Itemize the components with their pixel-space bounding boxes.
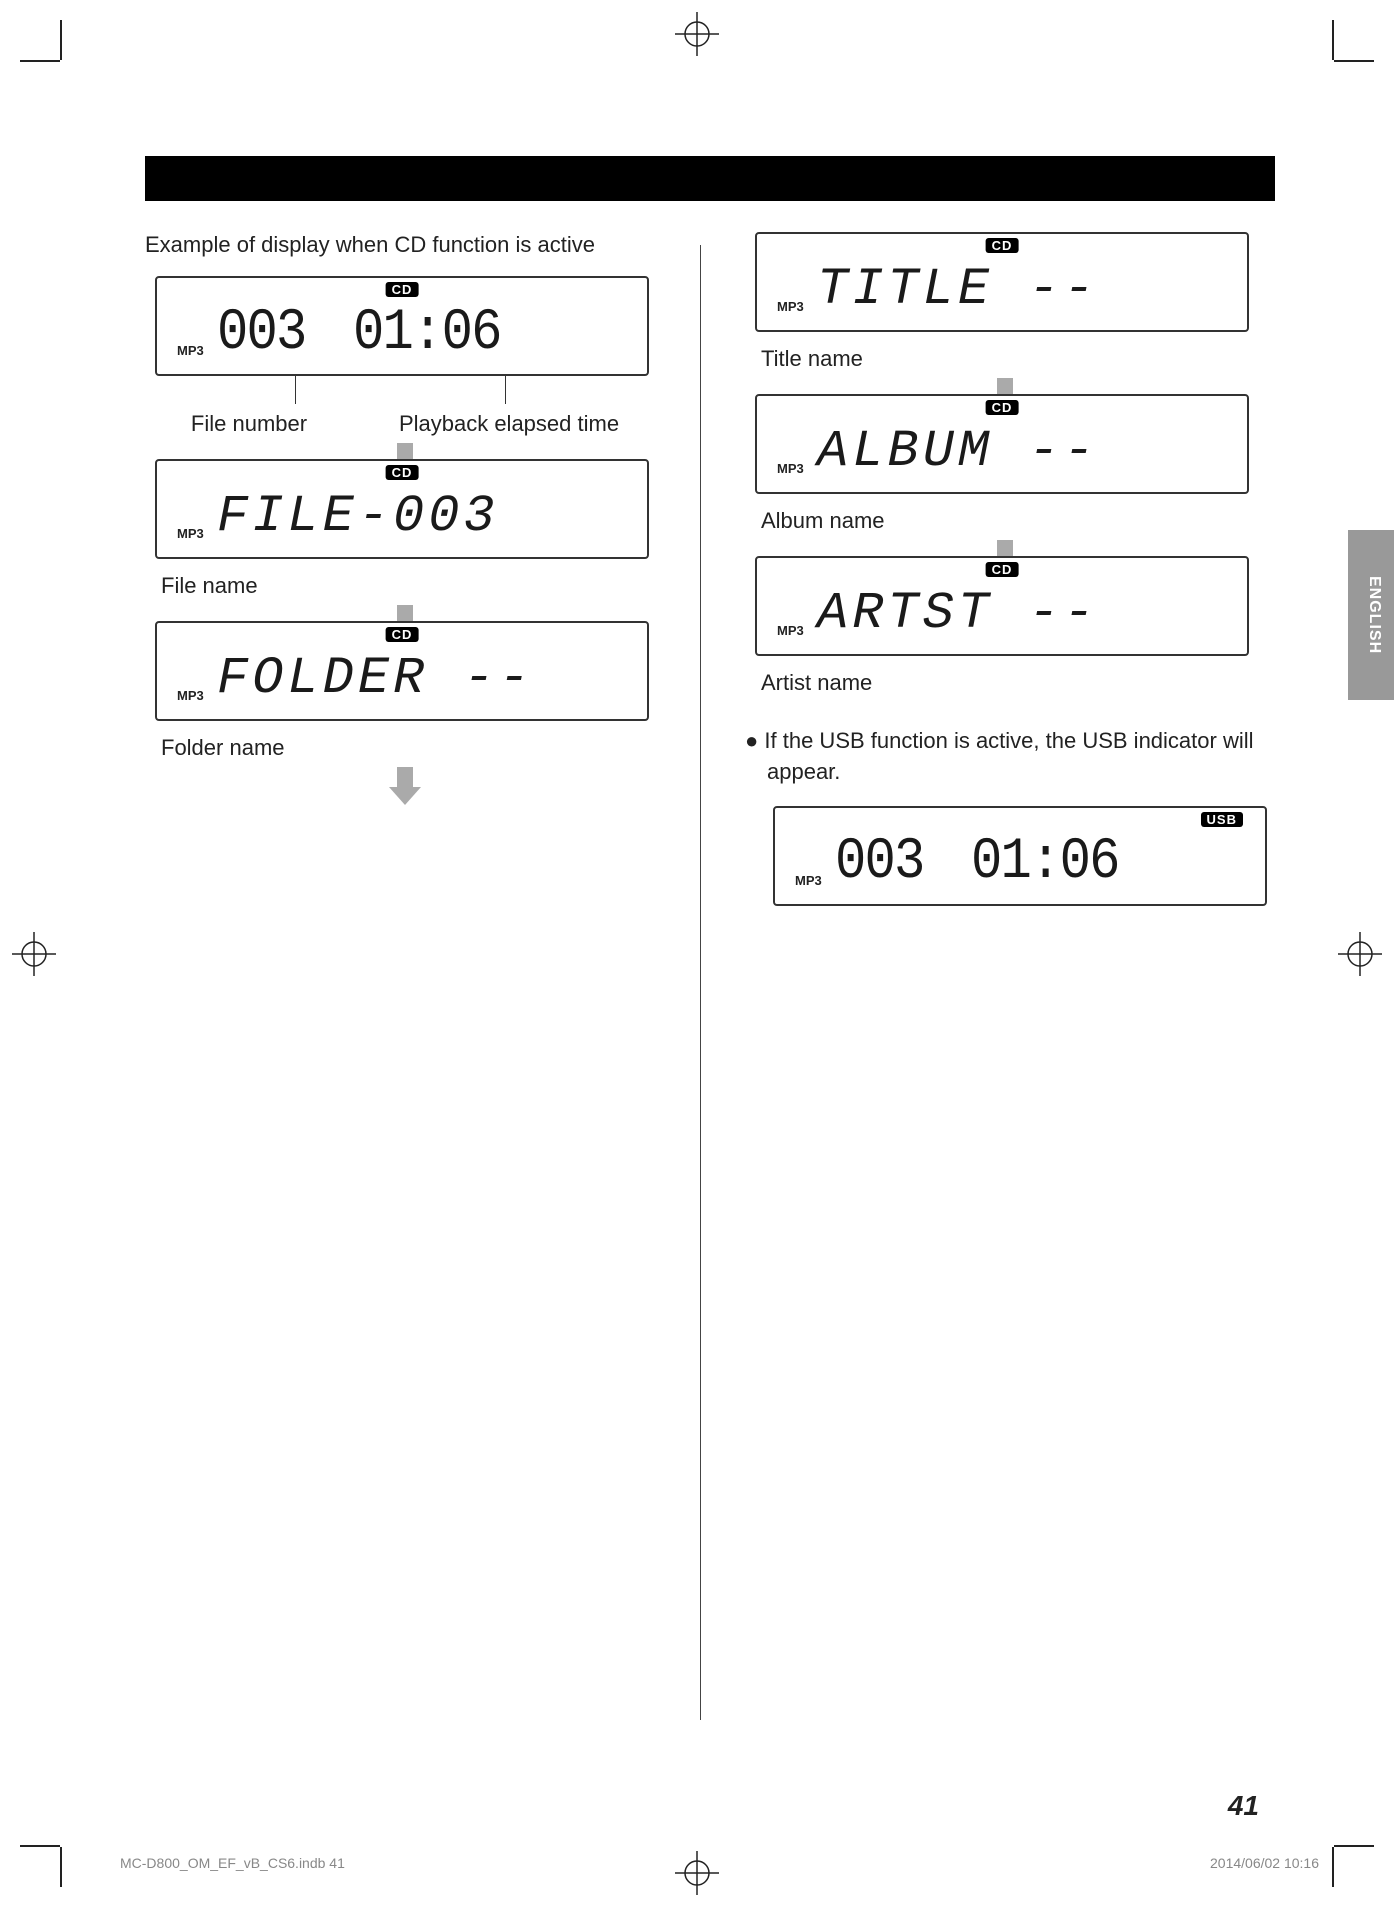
mp3-indicator: MP3 (177, 343, 204, 358)
right-column: CD MP3 TITLE -- Title name CD MP3 ALBUM … (705, 232, 1265, 906)
elapsed-time-value: 01:06 (353, 301, 501, 366)
pointer-line (295, 374, 296, 404)
lcd-artist: CD MP3 ARTST -- (755, 556, 1249, 656)
mp3-indicator: MP3 (177, 526, 204, 541)
cd-indicator: CD (986, 400, 1019, 415)
lcd-file: CD MP3 FILE-003 (155, 459, 649, 559)
registration-mark (1338, 932, 1382, 976)
manual-page: ENGLISH Example of display when CD funct… (0, 0, 1394, 1907)
lcd-title: CD MP3 TITLE -- (755, 232, 1249, 332)
usb-note: ● If the USB function is active, the USB… (745, 726, 1265, 788)
mp3-indicator: MP3 (777, 623, 804, 638)
footer-timestamp: 2014/06/02 10:16 (1210, 1855, 1319, 1871)
content-columns: Example of display when CD function is a… (145, 232, 1275, 906)
usb-elapsed-time: 01:06 (971, 830, 1119, 895)
crop-mark (1326, 1839, 1374, 1887)
file-display: FILE-003 (217, 487, 499, 546)
mp3-indicator: MP3 (177, 688, 204, 703)
mp3-indicator: MP3 (777, 461, 804, 476)
title-name-label: Title name (761, 346, 1265, 372)
registration-mark (675, 12, 719, 56)
cd-indicator: CD (386, 627, 419, 642)
file-number-value: 003 (217, 301, 306, 366)
mp3-indicator: MP3 (795, 873, 822, 888)
usb-indicator: USB (1201, 812, 1243, 827)
elapsed-label: Playback elapsed time (399, 411, 619, 437)
pointer-line (505, 374, 506, 404)
folder-display: FOLDER -- (217, 649, 534, 708)
header-bar (145, 156, 1275, 201)
language-tab: ENGLISH (1348, 530, 1394, 700)
cd-indicator: CD (386, 282, 419, 297)
title-display: TITLE -- (817, 260, 1099, 319)
file-name-label: File name (161, 573, 665, 599)
cd-indicator: CD (386, 465, 419, 480)
artist-name-label: Artist name (761, 670, 1265, 696)
left-column: Example of display when CD function is a… (145, 232, 705, 906)
registration-mark (12, 932, 56, 976)
usb-file-number: 003 (835, 830, 924, 895)
intro-text: Example of display when CD function is a… (145, 232, 665, 258)
album-name-label: Album name (761, 508, 1265, 534)
lcd-usb: USB MP3 003 01:06 (773, 806, 1267, 906)
lcd-album: CD MP3 ALBUM -- (755, 394, 1249, 494)
lcd-track-time: CD MP3 003 01:06 (145, 276, 665, 376)
crop-mark (20, 1839, 68, 1887)
crop-mark (1326, 20, 1374, 68)
lcd-folder: CD MP3 FOLDER -- (155, 621, 649, 721)
registration-mark (675, 1851, 719, 1895)
folder-name-label: Folder name (161, 735, 665, 761)
mp3-indicator: MP3 (777, 299, 804, 314)
cd-indicator: CD (986, 238, 1019, 253)
page-number: 41 (1228, 1790, 1259, 1822)
cd-indicator: CD (986, 562, 1019, 577)
file-number-label: File number (191, 411, 307, 437)
footer-file-info: MC-D800_OM_EF_vB_CS6.indb 41 (120, 1855, 345, 1871)
artist-display: ARTST -- (817, 584, 1099, 643)
album-display: ALBUM -- (817, 422, 1099, 481)
callout-labels: File number Playback elapsed time (145, 411, 665, 437)
crop-mark (20, 20, 68, 68)
